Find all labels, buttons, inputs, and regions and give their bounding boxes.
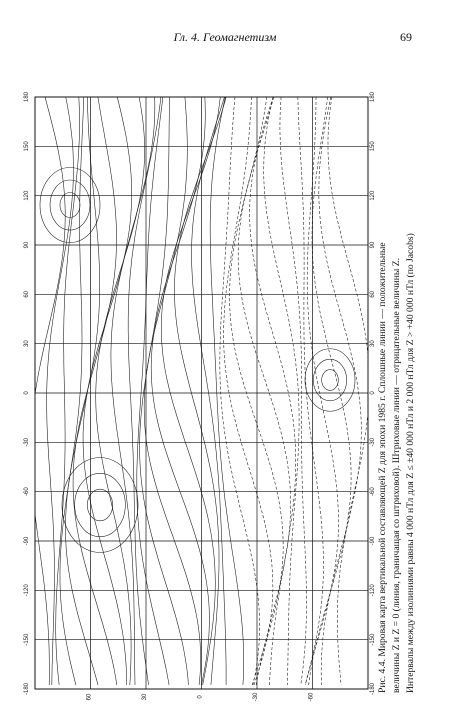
contour-line xyxy=(46,96,74,686)
contour-line xyxy=(82,96,132,685)
contour-line xyxy=(174,96,227,686)
contour-line xyxy=(95,96,145,686)
contour-line xyxy=(237,96,292,686)
longitude-label: 60 xyxy=(24,290,30,297)
contour-line xyxy=(209,96,244,686)
longitude-label-right: -120 xyxy=(370,584,376,597)
longitude-label: 90 xyxy=(24,241,30,248)
contour-line xyxy=(161,96,221,686)
page-number: 69 xyxy=(400,30,412,44)
contour-line xyxy=(139,96,189,686)
longitude-label: -150 xyxy=(24,633,30,646)
contour-loop xyxy=(39,167,101,243)
contour-line xyxy=(263,96,300,686)
contour-line xyxy=(229,96,284,686)
latitude-label: -60 xyxy=(309,692,315,701)
longitude-label-right: -180 xyxy=(370,682,376,695)
contour-line xyxy=(223,96,274,686)
contour-line xyxy=(318,96,362,686)
longitude-label-right: -30 xyxy=(370,437,376,446)
latitude-label: 60 xyxy=(87,693,93,700)
contour-line xyxy=(308,96,352,686)
contour-line xyxy=(127,96,162,686)
contour-line xyxy=(219,96,260,686)
contour-line xyxy=(191,96,227,685)
latitude-label: -30 xyxy=(253,692,259,701)
contour-line xyxy=(304,97,339,686)
contour-loop xyxy=(313,358,347,402)
contour-line xyxy=(136,96,170,686)
caption-line: Рис. 4.4. Мировая карта вертикальной сос… xyxy=(377,242,388,693)
contour-line xyxy=(150,96,210,686)
longitude-label-right: 90 xyxy=(370,241,376,248)
contour-loop xyxy=(304,348,356,412)
contour-loop xyxy=(61,457,139,553)
figure-caption: Рис. 4.4. Мировая карта вертикальной сос… xyxy=(376,93,442,693)
longitude-label: -180 xyxy=(24,682,30,695)
longitude-label: -60 xyxy=(24,487,30,496)
longitude-label-right: 120 xyxy=(370,190,376,201)
longitude-label: 30 xyxy=(24,340,30,347)
longitude-label-right: 150 xyxy=(370,141,376,152)
longitude-label: 0 xyxy=(24,391,30,395)
longitude-label: -90 xyxy=(24,536,30,545)
contour-line xyxy=(279,96,307,686)
contour-line xyxy=(34,96,66,686)
latitude-label: 0 xyxy=(198,695,204,699)
longitude-label: 120 xyxy=(24,190,30,201)
contour-line xyxy=(249,96,296,686)
longitude-label-right: -60 xyxy=(370,487,376,496)
contour-loop xyxy=(74,473,126,537)
longitude-label: -120 xyxy=(24,584,30,597)
running-title: Гл. 4. Геомагнетизм xyxy=(173,30,277,44)
contour-loop xyxy=(321,369,339,391)
longitude-label-right: 60 xyxy=(370,290,376,297)
contour-line xyxy=(110,96,156,686)
contour-line xyxy=(143,96,201,686)
contour-loop xyxy=(59,192,81,218)
longitude-label: 150 xyxy=(24,141,30,152)
contour-line xyxy=(59,96,84,686)
longitude-label-right: 30 xyxy=(370,340,376,347)
longitude-label-right: 0 xyxy=(370,391,376,395)
contour-loop xyxy=(87,488,113,522)
longitude-label-right: -90 xyxy=(370,536,376,545)
longitude-label-right: 180 xyxy=(370,91,376,102)
contour-line xyxy=(55,96,80,686)
caption-line: величины Z и Z = 0 (линия, граничащая со… xyxy=(391,258,402,693)
longitude-label-right: -150 xyxy=(370,633,376,646)
caption-line: Интервалы между изолиниями равны 4 000 н… xyxy=(405,233,416,693)
longitude-label: 180 xyxy=(24,91,30,102)
contour-line xyxy=(327,96,369,686)
latitude-label: 30 xyxy=(142,693,148,700)
contour-line xyxy=(297,96,324,686)
longitude-label: -30 xyxy=(24,437,30,446)
contour-line xyxy=(72,96,118,686)
contour-loop xyxy=(49,179,91,231)
